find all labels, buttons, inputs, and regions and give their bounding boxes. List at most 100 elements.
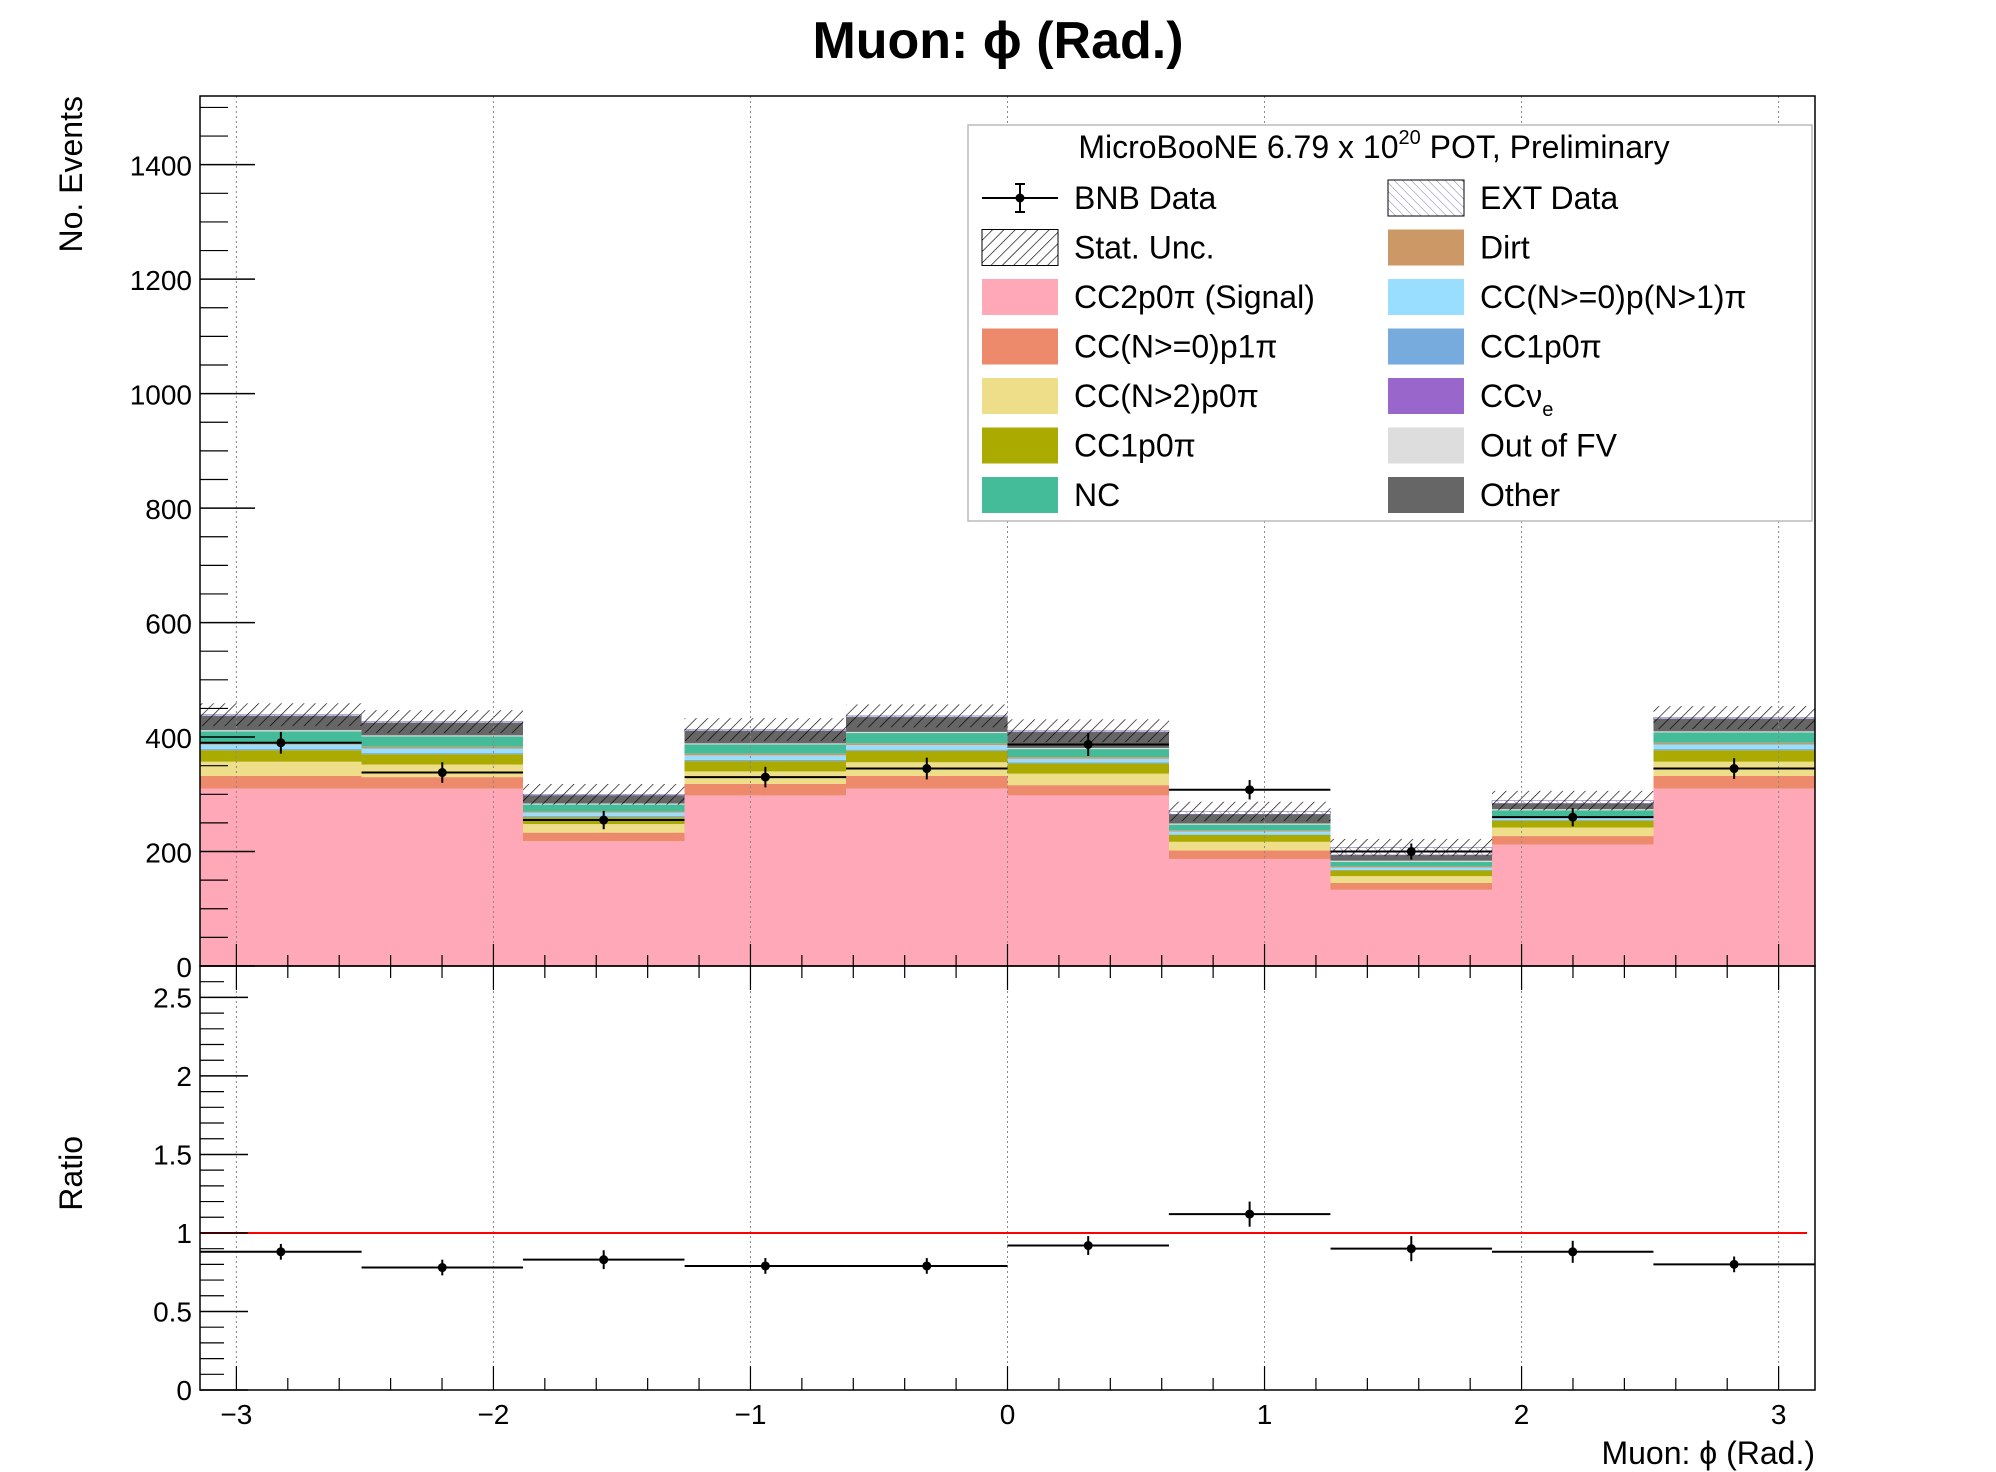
- ratio-point: [599, 1255, 609, 1265]
- bar-dirt: [684, 753, 846, 756]
- y-tick-label-upper: 1400: [130, 151, 192, 182]
- bar-dirt: [1169, 830, 1331, 832]
- legend-label-outfv: Out of FV: [1480, 428, 1618, 464]
- bar-ccnp1pi_multi: [845, 745, 1008, 750]
- bar-ccnp1pi: [1653, 775, 1815, 789]
- bar-ccnp1pi: [845, 775, 1008, 789]
- bar-cc1p0pi_olive: [1169, 834, 1331, 842]
- bar-ccn2p0pi: [1330, 876, 1493, 884]
- legend-label-stat: Stat. Unc.: [1074, 230, 1215, 266]
- stat-unc-band: [845, 704, 1008, 728]
- ratio-point: [922, 1261, 932, 1271]
- bar-ccn2p0pi: [1492, 827, 1654, 837]
- bar-ccnp1pi_multi: [1169, 831, 1331, 835]
- chart-title: Muon: ϕ (Rad.): [812, 12, 1183, 70]
- y-tick-label-upper: 1200: [130, 265, 192, 296]
- bar-cc1p0pi_olive: [200, 750, 362, 762]
- x-axis-label: Muon: ϕ (Rad.): [1601, 1435, 1815, 1471]
- bar-outfv: [361, 735, 523, 737]
- bar-cc2p0pi: [845, 788, 1008, 966]
- bar-cc1p0pi_olive: [361, 754, 523, 765]
- legend-swatch-nc: [982, 477, 1058, 513]
- legend-swatch-cc1p0pi_blue: [1388, 328, 1464, 365]
- y-axis-label-upper: No. Events: [53, 96, 89, 253]
- bar-dirt: [1330, 866, 1493, 868]
- legend-label-other: Other: [1480, 477, 1560, 513]
- stat-unc-band: [684, 718, 846, 742]
- legend-label-ext: EXT Data: [1480, 180, 1618, 216]
- bar-cc1p0pi_blue: [684, 759, 846, 762]
- bar-cc1p0pi_olive: [1007, 763, 1170, 774]
- bar-ccnp1pi: [200, 775, 362, 789]
- bar-ccnp1pi: [1330, 883, 1493, 890]
- bar-dirt: [361, 746, 523, 749]
- bar-ccn2p0pi: [200, 761, 362, 776]
- legend-label-ccnue: CCνe: [1480, 378, 1553, 421]
- bar-nc: [522, 804, 685, 812]
- bar-cc1p0pi_blue: [1653, 749, 1815, 751]
- legend-header: MicroBooNE 6.79 x 1020 POT, Preliminary: [1078, 127, 1669, 165]
- bar-cc1p0pi_blue: [1330, 869, 1493, 871]
- legend-label-cc1p0pi_olive: CC1p0π: [1074, 428, 1196, 464]
- stat-unc-band: [200, 703, 362, 727]
- bar-ccnp1pi_multi: [1653, 744, 1815, 750]
- bar-dirt: [1653, 742, 1815, 745]
- bar-nc: [845, 733, 1008, 744]
- legend-label-ccn2p0pi: CC(N>2)p0π: [1074, 378, 1259, 414]
- legend-swatch-cc2p0pi: [982, 279, 1058, 315]
- bar-outfv: [684, 743, 846, 745]
- data-point: [599, 815, 609, 825]
- legend-label-bnb: BNB Data: [1074, 180, 1216, 216]
- y-tick-label-ratio: 0.5: [153, 1296, 192, 1327]
- bar-cc1p0pi_olive: [1653, 750, 1815, 762]
- bar-ccn2p0pi: [1007, 773, 1170, 786]
- bar-ccnp1pi_multi: [684, 755, 846, 760]
- bar-cc1p0pi_blue: [1169, 834, 1331, 835]
- ratio-point: [1568, 1247, 1578, 1257]
- data-point: [922, 764, 932, 774]
- bar-ccnp1pi_multi: [1330, 867, 1493, 870]
- y-tick-label-ratio: 2: [176, 1061, 192, 1092]
- y-tick-label-ratio: 1.5: [153, 1139, 192, 1170]
- x-tick-label: 1: [1257, 1399, 1273, 1430]
- bar-ccnp1pi: [522, 832, 685, 842]
- legend-label-cc2p0pi: CC2p0π (Signal): [1074, 279, 1315, 315]
- legend-label-ccnp1pi: CC(N>=0)p1π: [1074, 329, 1277, 365]
- legend-swatch-ccnue: [1388, 378, 1464, 414]
- x-tick-label: 2: [1514, 1399, 1530, 1430]
- y-tick-label-upper: 0: [176, 952, 192, 983]
- x-tick-label: −2: [477, 1399, 509, 1430]
- bar-cc2p0pi: [200, 788, 362, 966]
- x-tick-label: 3: [1771, 1399, 1787, 1430]
- bar-ccnp1pi: [1007, 785, 1170, 796]
- legend-swatch-stat: [981, 229, 1059, 266]
- bar-cc2p0pi: [522, 841, 685, 966]
- x-tick-label: −1: [734, 1399, 766, 1430]
- bar-nc: [1169, 824, 1331, 831]
- bar-cc1p0pi_blue: [361, 753, 523, 755]
- bar-ccnp1pi_multi: [361, 748, 523, 754]
- legend-swatch-other: [1388, 477, 1464, 513]
- x-tick-label: −3: [220, 1399, 252, 1430]
- bar-ccnp1pi: [1169, 850, 1331, 859]
- bar-nc: [1653, 732, 1815, 743]
- y-tick-label-ratio: 1: [176, 1218, 192, 1249]
- bar-outfv: [845, 731, 1008, 734]
- ratio-panel: 0 0.5 1 1.5 2 2.5 −3 −2 −1 0 1 2 3: [153, 965, 1816, 1430]
- stat-unc-band: [1169, 801, 1331, 822]
- bar-cc1p0pi_olive: [1330, 870, 1493, 877]
- y-tick-label-ratio: 2.5: [153, 982, 192, 1013]
- legend-label-nc: NC: [1074, 477, 1120, 513]
- legend-swatch-ext: [1387, 179, 1465, 217]
- legend: MicroBooNE 6.79 x 1020 POT, Preliminary …: [967, 124, 1813, 522]
- stat-unc-band: [1007, 719, 1170, 743]
- ratio-point: [1083, 1241, 1093, 1251]
- bar-cc1p0pi_blue: [845, 749, 1008, 751]
- y-tick-label-ratio: 0: [176, 1375, 192, 1406]
- ratio-point: [276, 1247, 286, 1257]
- upper-panel: 0 200 400 600 800 1000 1200 1400: [130, 95, 1816, 983]
- bar-cc1p0pi_olive: [684, 761, 846, 772]
- legend-swatch-ccn2p0pi: [982, 378, 1058, 414]
- stat-unc-band: [361, 710, 523, 734]
